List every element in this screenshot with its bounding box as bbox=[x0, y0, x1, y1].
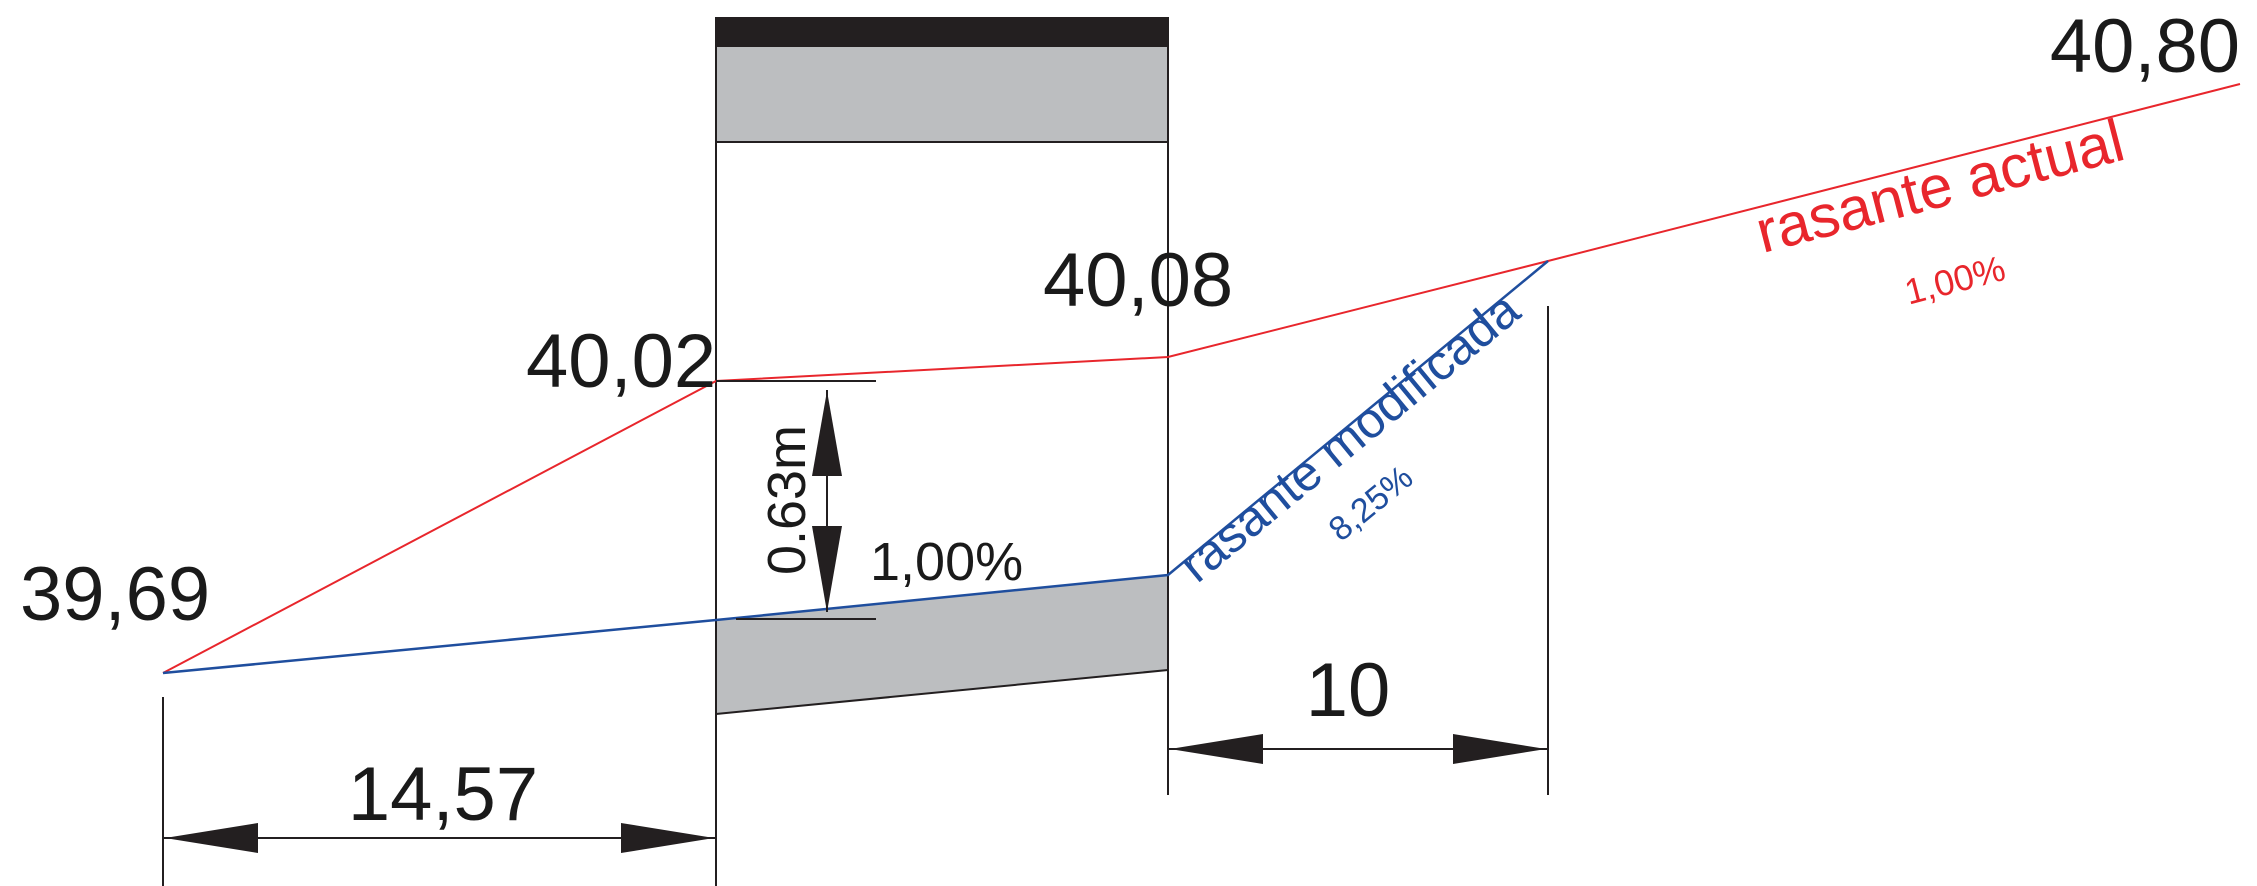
inner-slope-label: 1,00% bbox=[870, 532, 1023, 592]
current-grade-label: rasante actual bbox=[1749, 107, 2131, 266]
elevation-right-label: 40,80 bbox=[2050, 4, 2240, 89]
current-grade-line bbox=[162, 83, 2241, 674]
structure-bottom-edge bbox=[715, 669, 1169, 715]
left-dimension-arrow-left bbox=[165, 823, 258, 853]
depth-label: 0.63m bbox=[757, 425, 817, 575]
elevation-culvert-left-label: 40,02 bbox=[526, 319, 716, 404]
depth-arrow-down bbox=[812, 526, 842, 612]
structure-bottom-fill bbox=[716, 575, 1168, 714]
structure-top-cap bbox=[716, 17, 1168, 47]
right-dimension-arrow-right bbox=[1453, 734, 1546, 764]
elevation-left-label: 39,69 bbox=[20, 552, 210, 637]
elevation-culvert-right-label: 40,08 bbox=[1043, 238, 1233, 323]
depth-arrow-up bbox=[812, 391, 842, 476]
modified-grade-line bbox=[162, 260, 1549, 675]
structure-top-fill bbox=[716, 47, 1168, 142]
right-dimension-arrow-left bbox=[1170, 734, 1263, 764]
current-grade-slope-label: 1,00% bbox=[1900, 247, 2009, 312]
left-length-label: 14,57 bbox=[348, 752, 538, 837]
left-dimension-arrow-right bbox=[621, 823, 714, 853]
right-length-label: 10 bbox=[1306, 648, 1391, 733]
